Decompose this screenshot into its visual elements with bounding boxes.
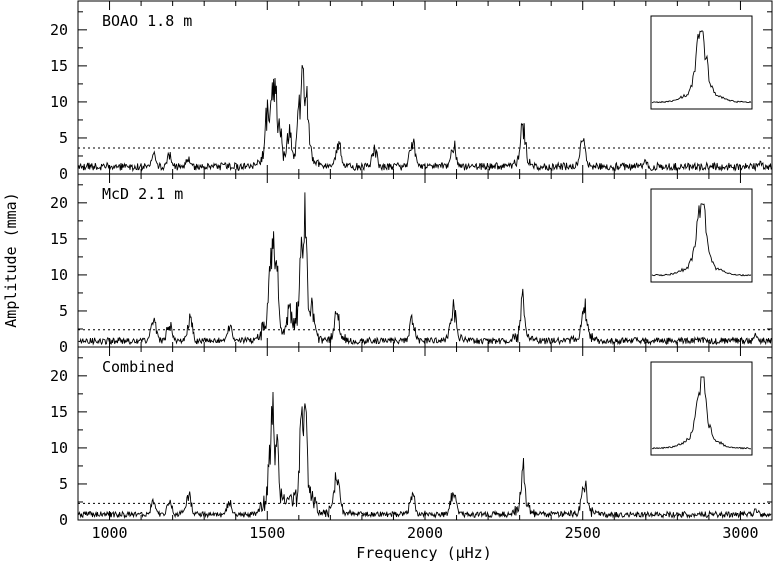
x-tick-label: 1500 (249, 524, 285, 542)
y-axis-title: Amplitude (mma) (2, 192, 20, 327)
inset-frame (650, 188, 753, 283)
panel-label: McD 2.1 m (102, 185, 183, 203)
y-tick-label: 0 (59, 338, 68, 356)
y-tick-label: 5 (59, 302, 68, 320)
inset-window-line (651, 203, 752, 277)
y-tick-label: 20 (50, 367, 68, 385)
amplitude-spectrum-line (78, 192, 772, 346)
inset-frame (650, 15, 753, 110)
y-tick-label: 5 (59, 129, 68, 147)
y-tick-label: 15 (50, 57, 68, 75)
x-tick-label: 2500 (565, 524, 601, 542)
inset-frame (650, 361, 753, 456)
amplitude-spectrum-line (78, 391, 772, 520)
x-tick-label: 1000 (91, 524, 127, 542)
y-tick-label: 0 (59, 165, 68, 183)
amplitude-spectrum-line (78, 64, 772, 173)
panel-1: 0 5 10 15 20 BOAO 1.8 m (50, 0, 773, 183)
y-tick-label: 15 (50, 230, 68, 248)
spectral-window-inset (650, 188, 753, 283)
spectral-window-inset (650, 361, 753, 456)
panel-label: Combined (102, 358, 174, 376)
x-axis-title: Frequency (μHz) (356, 544, 491, 562)
inset-window-line (651, 30, 752, 104)
y-tick-label: 0 (59, 511, 68, 529)
y-tick-label: 15 (50, 403, 68, 421)
panel-label: BOAO 1.8 m (102, 12, 192, 30)
x-tick-label: 3000 (722, 524, 758, 542)
panel-3: 0 5 10 15 20 Combined (50, 346, 773, 529)
y-tick-label: 10 (50, 93, 68, 111)
y-tick-label: 10 (50, 439, 68, 457)
y-tick-label: 5 (59, 475, 68, 493)
y-tick-label: 10 (50, 266, 68, 284)
y-tick-label: 20 (50, 194, 68, 212)
x-tick-label: 2000 (407, 524, 443, 542)
y-tick-label: 20 (50, 21, 68, 39)
spectral-window-inset (650, 15, 753, 110)
inset-window-line (651, 376, 752, 450)
panels-layer: 0 5 10 15 20 BOAO 1.8 m 0 5 10 15 20 McD 2.1 m 0 5 10 1… (50, 0, 773, 542)
panel-2: 0 5 10 15 20 McD 2.1 m (50, 173, 773, 356)
